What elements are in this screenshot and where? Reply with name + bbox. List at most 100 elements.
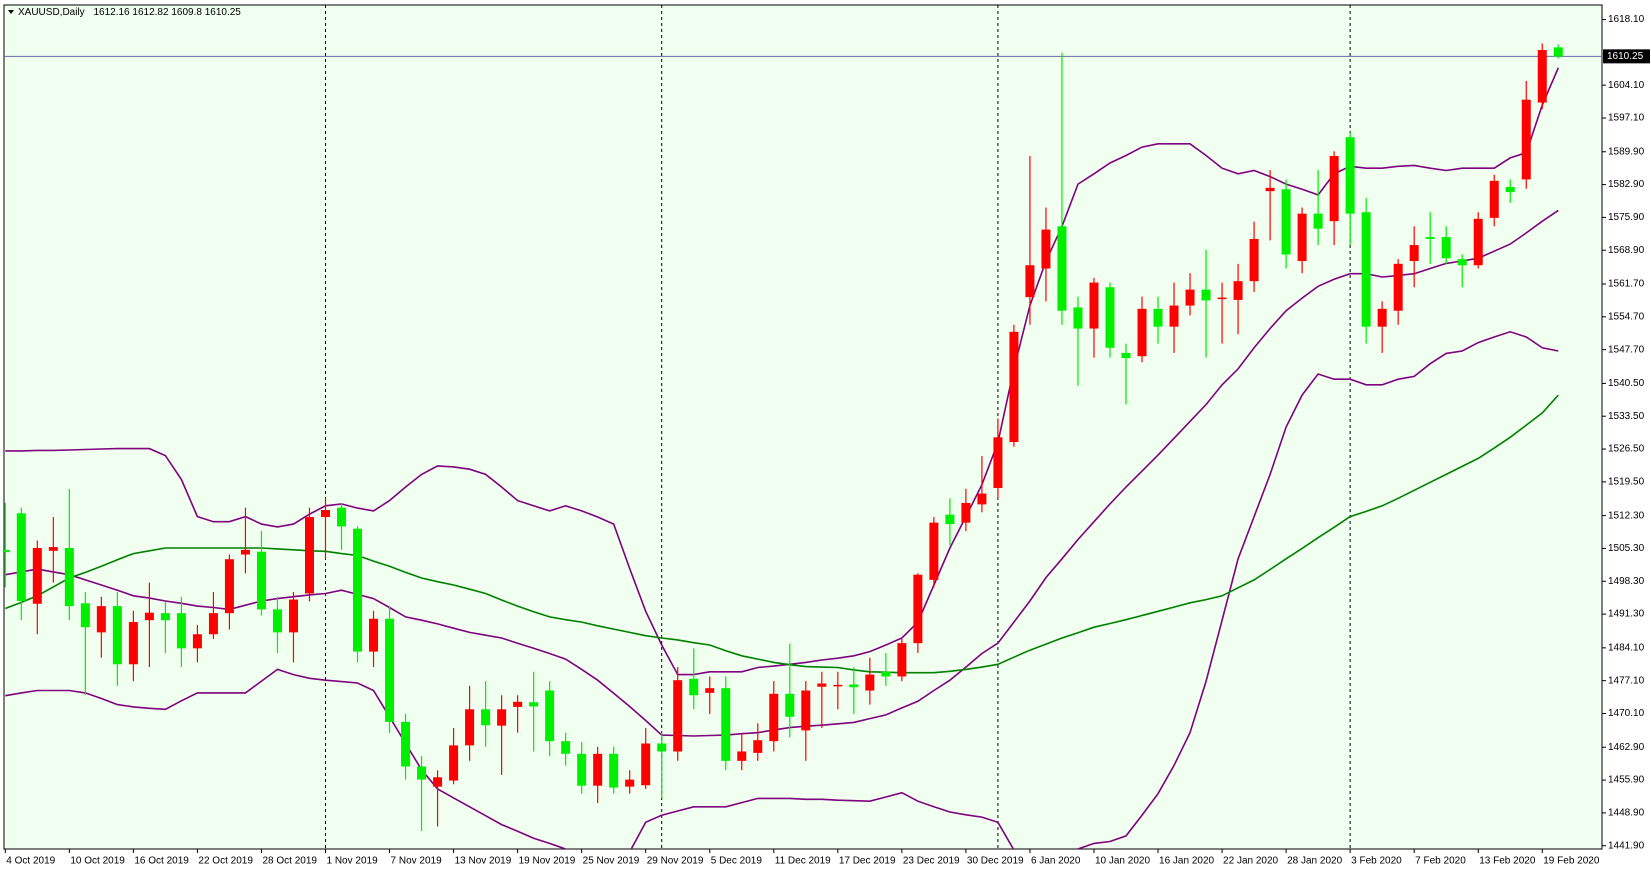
- candle-body: [1041, 229, 1051, 269]
- candle-body: [545, 690, 555, 742]
- y-tick-label: 1519.50: [1608, 477, 1645, 488]
- candle-body: [1393, 263, 1403, 311]
- candle-body: [1345, 137, 1355, 214]
- candle-body: [1521, 99, 1531, 180]
- menu-arrow: [8, 10, 14, 14]
- candle-body: [1297, 213, 1307, 262]
- candle-body: [897, 643, 907, 677]
- candle-body: [144, 612, 154, 621]
- y-tick-label: 1505.30: [1608, 543, 1645, 554]
- candle-body: [256, 551, 266, 610]
- axes: 1618.10 1604.10 1597.10 1589.90 1582.90 1575.…: [4, 14, 1650, 867]
- y-tick-label: 1512.30: [1608, 510, 1645, 521]
- candle-body: [929, 522, 939, 580]
- close-value: 1610.25: [205, 7, 242, 18]
- candle-body: [1265, 187, 1275, 192]
- low-value: 1609.8: [171, 7, 202, 18]
- candle-body: [961, 502, 971, 523]
- candle-body: [1553, 47, 1563, 57]
- candle-body: [1009, 331, 1019, 443]
- y-tick-label: 1547.70: [1608, 344, 1645, 355]
- x-tick-label: 23 Dec 2019: [903, 856, 960, 867]
- candle-body: [913, 574, 923, 644]
- candle-body: [4, 549, 10, 553]
- candle-body: [801, 690, 811, 731]
- y-tick-label: 1533.50: [1608, 411, 1645, 422]
- indicator-line: [5, 394, 1559, 674]
- candle-body: [337, 507, 347, 527]
- candle-body: [417, 766, 427, 780]
- y-tick-label: 1589.90: [1608, 146, 1645, 157]
- candle-body: [689, 678, 699, 696]
- candle-body: [208, 613, 218, 635]
- x-tick-label: 4 Oct 2019: [6, 856, 55, 867]
- candle-body: [1425, 237, 1435, 239]
- candle-body: [641, 743, 651, 786]
- y-tick-label: 1554.70: [1608, 311, 1645, 322]
- candle-body: [657, 743, 667, 752]
- candle-body: [16, 513, 26, 601]
- x-tick-label: 13 Nov 2019: [455, 856, 512, 867]
- y-tick-label: 1526.50: [1608, 444, 1645, 455]
- candle-body: [881, 671, 891, 677]
- candle-body: [1089, 282, 1099, 329]
- candle-body: [817, 683, 827, 687]
- candle-body: [1489, 180, 1499, 218]
- candle-body: [1249, 238, 1259, 282]
- y-tick-label: 1484.10: [1608, 642, 1645, 653]
- y-tick-label: 1441.90: [1608, 840, 1645, 851]
- candle-body: [192, 634, 202, 649]
- y-tick-label: 1470.10: [1608, 708, 1645, 719]
- candle-body: [1073, 307, 1083, 329]
- candle-body: [401, 721, 411, 767]
- candle-body: [160, 613, 170, 621]
- candle-body: [369, 618, 379, 652]
- x-tick-label: 10 Oct 2019: [70, 856, 125, 867]
- candle-body: [224, 559, 234, 614]
- candle-body: [32, 547, 42, 604]
- candle-body: [1169, 305, 1179, 327]
- candle-body: [240, 549, 250, 555]
- candle-body: [529, 702, 539, 707]
- candle-body: [849, 684, 859, 688]
- candle-body: [497, 709, 507, 726]
- candle-body: [288, 599, 298, 633]
- x-tick-label: 16 Jan 2020: [1159, 856, 1214, 867]
- candle-body: [737, 751, 747, 761]
- candle-body: [1537, 50, 1547, 103]
- y-tick-label: 1477.10: [1608, 675, 1645, 686]
- x-tick-label: 30 Dec 2019: [967, 856, 1024, 867]
- y-tick-label: 1575.90: [1608, 212, 1645, 223]
- candle-body: [1377, 308, 1387, 327]
- candle-body: [128, 622, 138, 665]
- candle-body: [48, 547, 58, 551]
- x-tick-label: 3 Feb 2020: [1351, 856, 1402, 867]
- indicator-line: [5, 67, 1560, 676]
- candle-body: [1185, 289, 1195, 306]
- candle-body: [304, 517, 314, 594]
- x-tick-label: 28 Oct 2019: [262, 856, 317, 867]
- candle-body: [321, 509, 330, 518]
- candle-body: [785, 693, 795, 717]
- y-tick-label: 1491.30: [1608, 609, 1645, 620]
- y-tick-label: 1568.90: [1608, 245, 1645, 256]
- candle-body: [64, 547, 74, 607]
- candle-body: [673, 680, 683, 752]
- x-tick-label: 22 Jan 2020: [1223, 856, 1278, 867]
- candle-body: [1281, 189, 1291, 255]
- candle-body: [433, 777, 443, 787]
- y-tick-label: 1448.90: [1608, 808, 1645, 819]
- chart-header: XAUUSD,Daily 1612.16 1612.82 1609.8 1610…: [18, 7, 241, 18]
- candle-body: [1025, 265, 1035, 298]
- candle-body: [1137, 308, 1147, 357]
- y-tick-label: 1597.10: [1608, 113, 1645, 124]
- candle-body: [721, 688, 731, 761]
- indicator-line: [5, 330, 1559, 849]
- candle-body: [272, 609, 282, 633]
- candle-body: [1217, 297, 1227, 300]
- candle-body: [481, 709, 491, 726]
- x-tick-label: 22 Oct 2019: [198, 856, 253, 867]
- high-value: 1612.82: [132, 7, 169, 18]
